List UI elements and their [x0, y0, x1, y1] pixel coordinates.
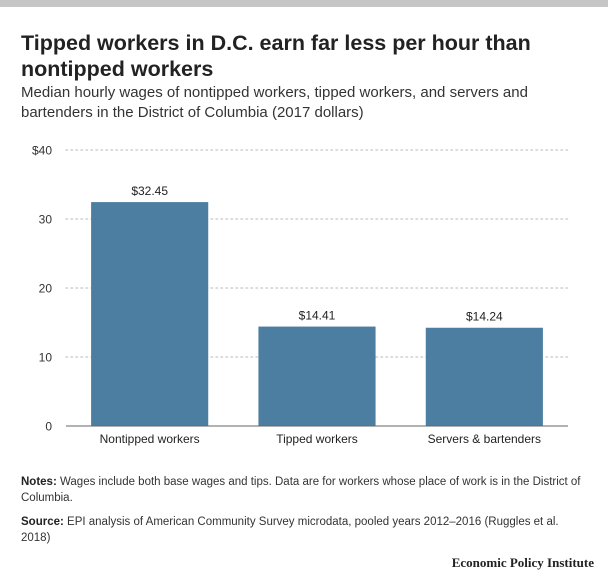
top-rule: [0, 0, 608, 7]
chart-title: Tipped workers in D.C. earn far less per…: [21, 31, 531, 81]
bar: [91, 202, 209, 426]
bar-chart: 0 10 20 30 $40 $32.45 Nontipped workers $14.41 T…: [32, 144, 569, 446]
source-text: EPI analysis of American Community Surve…: [21, 516, 559, 544]
x-tick-label: Nontipped workers: [100, 432, 200, 446]
x-tick-label: Tipped workers: [276, 432, 358, 446]
chart-subtitle: Median hourly wages of nontipped workers…: [21, 84, 528, 121]
bar: [425, 327, 543, 426]
y-tick-label: 10: [39, 351, 53, 365]
data-label: $14.41: [299, 309, 336, 323]
bar: [258, 326, 376, 426]
data-label: $14.24: [466, 310, 503, 324]
chart-source: Source: EPI analysis of American Communi…: [21, 514, 591, 546]
chart-notes: Notes: Wages include both base wages and…: [21, 474, 591, 506]
y-tick-label: 20: [39, 282, 53, 296]
y-tick-label: 30: [39, 213, 53, 227]
x-tick-label: Servers & bartenders: [428, 432, 541, 446]
notes-label: Notes:: [21, 476, 57, 488]
notes-text: Wages include both base wages and tips. …: [21, 476, 581, 504]
y-tick-label: 0: [45, 420, 52, 434]
source-label: Source:: [21, 516, 64, 528]
brand-logo: Economic Policy Institute: [451, 555, 594, 570]
y-tick-label: $40: [32, 144, 52, 158]
data-label: $32.45: [131, 184, 168, 198]
